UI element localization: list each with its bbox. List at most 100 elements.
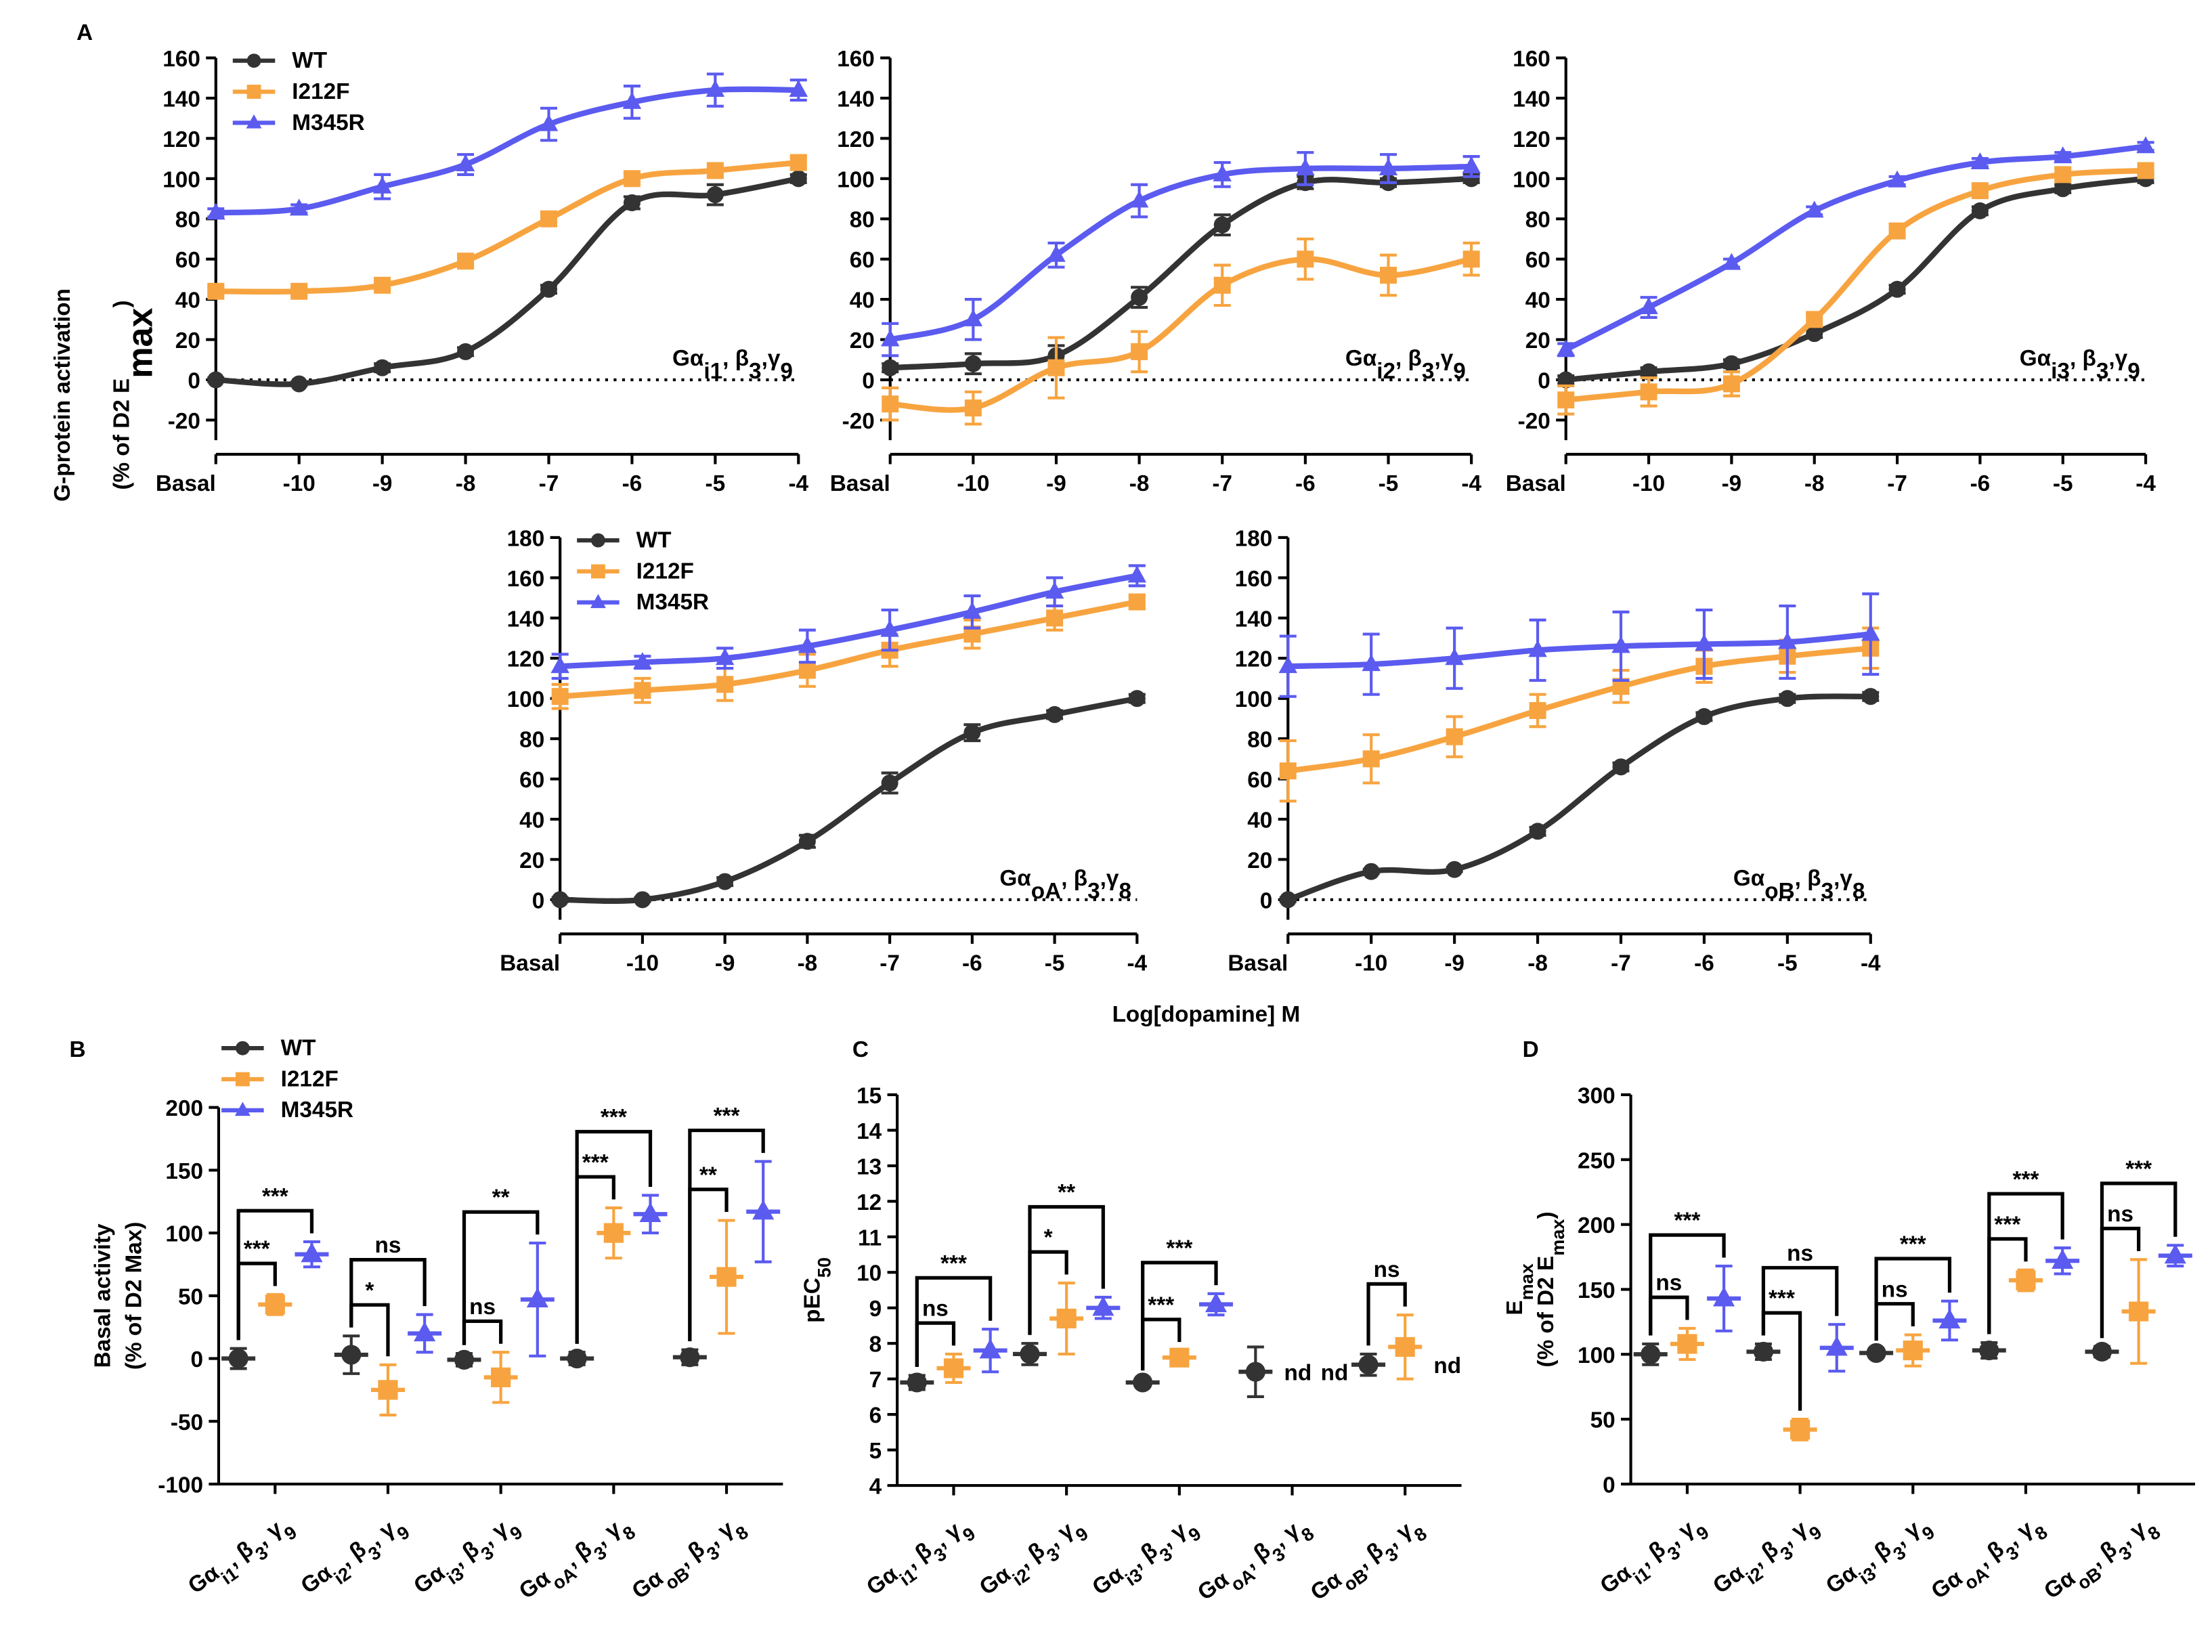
data-point: [1695, 634, 1714, 651]
y-tick-label: -20: [1518, 409, 1550, 434]
y-tick-label: 60: [1525, 248, 1550, 273]
y-tick-label: 0: [532, 888, 545, 913]
panel-annotation-part: oB: [1764, 879, 1794, 904]
data-point: [1888, 280, 1906, 298]
data-point: [789, 80, 808, 97]
panel-annotation-part: i1: [703, 359, 722, 384]
data-point: [228, 1348, 248, 1369]
data-point: [491, 1367, 511, 1387]
panel-annotation-part: , β: [1795, 866, 1821, 891]
data-point: [341, 1345, 362, 1365]
y-tick-label: 80: [1525, 208, 1550, 233]
y-tick-label: 150: [165, 1159, 203, 1184]
data-point: [706, 80, 725, 97]
y-tick-label: 0: [190, 1347, 203, 1372]
data-point: [1866, 1343, 1886, 1363]
x-tick-label: -8: [1527, 951, 1548, 976]
significance-bracket: [915, 1276, 993, 1367]
data-point: [1557, 371, 1575, 389]
y-tick-label: 80: [850, 208, 875, 233]
fit-curve: [1564, 144, 2146, 353]
y-tick-label: 60: [1247, 768, 1272, 793]
data-point: [526, 1287, 548, 1308]
x-tick-label: -9: [1444, 951, 1465, 976]
x-tick-label: -7: [1887, 471, 1907, 496]
panel-letter: C: [852, 1037, 869, 1062]
x-tick-label: -10: [1632, 471, 1665, 496]
data-point: [716, 676, 734, 693]
data-point: [290, 282, 308, 300]
y-tick-label: 50: [178, 1284, 203, 1309]
x-tick-label: -9: [372, 471, 393, 496]
x-tick-label: Basal: [500, 951, 560, 976]
fit-curve: [1565, 167, 2146, 403]
significance-bracket: [688, 1188, 729, 1342]
y-tick-label: 120: [162, 127, 200, 152]
value-label: nd: [1321, 1361, 1349, 1386]
panel-annotation: GαoB, β3,γ8: [1733, 866, 1865, 904]
data-point: [789, 154, 807, 171]
data-point: [1695, 708, 1713, 725]
significance-bracket: [1028, 1204, 1105, 1335]
data-point: [789, 170, 807, 188]
x-tick-label: Gαi2, β3, γ9: [975, 1512, 1091, 1608]
y-tick-label: 20: [850, 328, 875, 353]
x-tick-label: GαoB, β3, γ8: [1306, 1512, 1430, 1613]
y-tick-label: 160: [507, 567, 545, 592]
panel-annotation-part: 3: [1422, 359, 1435, 384]
data-point: [1612, 758, 1630, 776]
panel-annotation-part: i3: [2051, 359, 2070, 384]
y-tick-label: 7: [869, 1368, 882, 1393]
significance-bracket: [349, 1258, 427, 1328]
x-tick-label: -8: [1804, 471, 1825, 496]
y-tick-label: 13: [856, 1154, 882, 1179]
data-point: [1446, 728, 1463, 745]
x-tick-label: -10: [626, 951, 659, 976]
legend-marker: [590, 594, 606, 609]
y-tick-label: 9: [869, 1297, 882, 1322]
x-tick-label: -9: [1046, 471, 1066, 496]
x-tick-label: Gαi2, β3, γ9: [1709, 1510, 1825, 1607]
data-point: [1462, 156, 1481, 173]
data-point: [454, 1349, 475, 1370]
data-point: [2052, 1248, 2074, 1269]
data-point: [680, 1347, 700, 1368]
y-tick-label: 12: [856, 1190, 882, 1215]
panel-annotation-part: Gα: [1345, 346, 1377, 371]
panel-annotation: Gαi1, β3,γ9: [672, 346, 793, 384]
data-point: [1379, 158, 1398, 175]
y-tick-label: 0: [862, 368, 875, 393]
data-point: [907, 1372, 927, 1393]
y-tick-label: 20: [1525, 328, 1550, 353]
y-tick-label: -20: [842, 409, 875, 434]
data-point: [1971, 182, 1989, 200]
fit-curve: [560, 695, 1138, 904]
y-axis-title-part: ): [109, 300, 134, 307]
y-tick-label: 40: [850, 288, 875, 313]
data-point: [2054, 166, 2072, 183]
data-point: [1611, 636, 1630, 653]
significance-label: ***: [940, 1251, 967, 1276]
fit-curve: [890, 256, 1472, 413]
significance-label: ns: [1655, 1271, 1682, 1296]
x-tick-label-part: Gα: [862, 1561, 903, 1600]
data-point: [2137, 162, 2154, 179]
significance-label: ***: [1148, 1292, 1174, 1318]
data-point: [539, 114, 559, 131]
data-point: [1047, 359, 1065, 376]
x-axis-title: Log[dopamine] M: [1112, 1002, 1301, 1027]
data-point: [1129, 190, 1149, 208]
y-tick-label: 100: [507, 687, 545, 712]
x-tick-label: -8: [456, 471, 476, 496]
data-point: [1938, 1308, 1961, 1329]
y-tick-label: 0: [1603, 1473, 1615, 1498]
fit-curve: [1565, 175, 2146, 383]
x-tick-label: -7: [1212, 471, 1232, 496]
data-point: [963, 601, 982, 619]
panel-annotation-part: , β: [722, 346, 749, 371]
x-tick-label: -7: [539, 471, 559, 496]
data-point: [634, 682, 651, 699]
x-tick-label: Gαi1, β3, γ9: [1596, 1510, 1712, 1607]
x-tick-label: -5: [2053, 471, 2073, 496]
y-tick-label: 160: [1513, 47, 1550, 72]
